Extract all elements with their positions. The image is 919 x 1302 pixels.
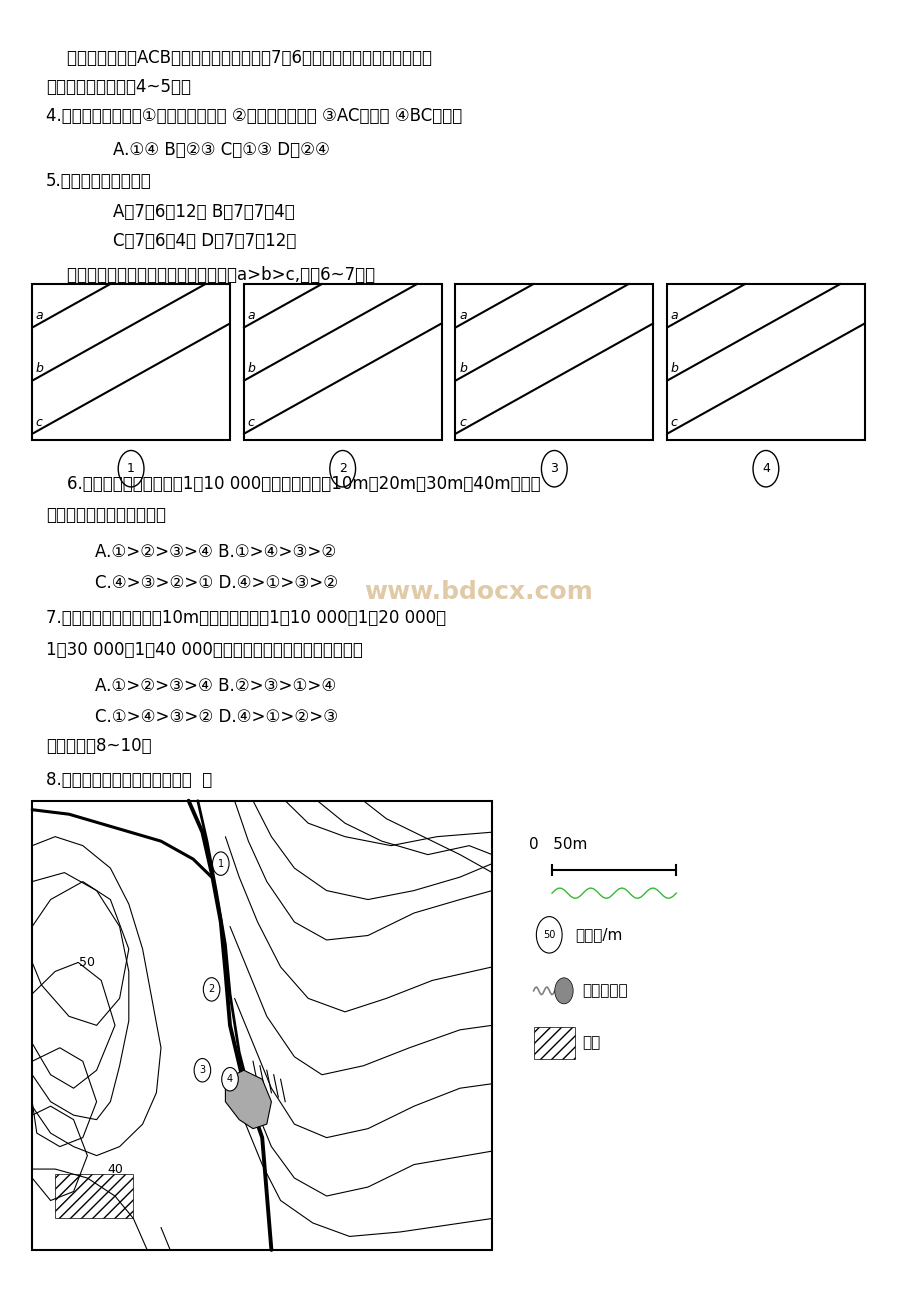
Text: b: b — [670, 362, 678, 375]
Text: A.①>②>③>④ B.②>③>①>④: A.①>②>③>④ B.②>③>①>④ — [74, 677, 335, 695]
Text: 等高线/m: 等高线/m — [574, 927, 621, 943]
Text: 聚落: 聚落 — [582, 1035, 600, 1051]
Text: 40: 40 — [107, 1163, 123, 1176]
Text: b: b — [459, 362, 467, 375]
Text: 50: 50 — [79, 956, 96, 969]
Text: 4.下列叙述正确的是①该图表示北半球 ②该图表示南半球 ③AC为晨线 ④BC为晨线: 4.下列叙述正确的是①该图表示北半球 ②该图表示南半球 ③AC为晨线 ④BC为晨… — [46, 107, 461, 125]
Text: 3: 3 — [550, 462, 558, 475]
Bar — [55, 1173, 133, 1219]
Text: 2: 2 — [338, 462, 346, 475]
Text: C．7月6日4时 D．7月7日12时: C．7月6日4时 D．7月7日12时 — [92, 232, 296, 250]
Text: a: a — [36, 310, 43, 323]
Text: 坡度由大到小的顺序是（）: 坡度由大到小的顺序是（） — [46, 506, 165, 525]
Text: A．7月6日12时 B．7月7日4时: A．7月6日12时 B．7月7日4时 — [92, 203, 294, 221]
Text: 下图为四幅等高线分布图，等高线数值a>b>c,完成6~7题。: 下图为四幅等高线分布图，等高线数值a>b>c,完成6~7题。 — [46, 266, 375, 284]
Text: A.①④ B．②③ C．①③ D．②④: A.①④ B．②③ C．①③ D．②④ — [92, 141, 330, 159]
Polygon shape — [225, 1070, 271, 1129]
Text: a: a — [459, 310, 466, 323]
Bar — [244, 284, 441, 440]
Circle shape — [194, 1059, 210, 1082]
Text: 4: 4 — [227, 1074, 233, 1085]
Circle shape — [329, 450, 355, 487]
Circle shape — [221, 1068, 238, 1091]
Circle shape — [753, 450, 778, 487]
Text: 3: 3 — [199, 1065, 205, 1075]
Text: 6.若四幅图的比例尺皆为1：10 000，等高距分别是10m、20m、30m、40m，则其: 6.若四幅图的比例尺皆为1：10 000，等高距分别是10m、20m、30m、4… — [46, 475, 540, 493]
Text: 5.此时国际标准时间是: 5.此时国际标准时间是 — [46, 172, 152, 190]
Text: 0   50m: 0 50m — [528, 837, 586, 853]
Text: 7.若四幅图的等高距都是10m，比例尺分别为1：10 000、1：20 000、: 7.若四幅图的等高距都是10m，比例尺分别为1：10 000、1：20 000、 — [46, 609, 446, 628]
Text: c: c — [670, 415, 676, 428]
Text: b: b — [247, 362, 255, 375]
Text: a: a — [247, 310, 255, 323]
Text: 1：30 000、1：40 000，则其坡度由大到小的顺序是（）: 1：30 000、1：40 000，则其坡度由大到小的顺序是（） — [46, 641, 362, 659]
Bar — [32, 284, 230, 440]
Text: 1: 1 — [127, 462, 135, 475]
Circle shape — [212, 852, 229, 875]
Bar — [666, 284, 864, 440]
Text: C.①>④>③>② D.④>①>②>③: C.①>④>③>② D.④>①>②>③ — [74, 708, 337, 727]
Bar — [533, 1027, 574, 1059]
Text: c: c — [36, 415, 42, 428]
Circle shape — [119, 450, 144, 487]
Circle shape — [203, 978, 220, 1001]
Text: 读下图回答8~10题: 读下图回答8~10题 — [46, 737, 152, 755]
Text: c: c — [459, 415, 465, 428]
Text: C.④>③>②>① D.④>①>③>②: C.④>③>②>① D.④>①>③>② — [74, 574, 337, 592]
Text: 50: 50 — [542, 930, 555, 940]
Text: 右上图中，虚线ACB表示晨昏线，阴影表示7月6日，非阴影部分与阴影部分的: 右上图中，虚线ACB表示晨昏线，阴影表示7月6日，非阴影部分与阴影部分的 — [46, 49, 432, 68]
Circle shape — [541, 450, 566, 487]
Circle shape — [536, 917, 562, 953]
Text: A.①>②>③>④ B.①>④>③>②: A.①>②>③>④ B.①>④>③>② — [74, 543, 335, 561]
Text: 1: 1 — [218, 858, 223, 868]
Text: 日期不同，据此回答4~5题。: 日期不同，据此回答4~5题。 — [46, 78, 191, 96]
Text: c: c — [247, 415, 254, 428]
Bar — [32, 801, 492, 1250]
Bar — [455, 284, 652, 440]
Text: b: b — [36, 362, 44, 375]
Text: 2: 2 — [209, 984, 214, 995]
Circle shape — [554, 978, 573, 1004]
Text: 河流、池塘: 河流、池塘 — [582, 983, 628, 999]
Text: a: a — [670, 310, 677, 323]
Text: 8.图示区域内最大高差可能为（  ）: 8.图示区域内最大高差可能为（ ） — [46, 771, 212, 789]
Text: www.bdocx.com: www.bdocx.com — [364, 581, 592, 604]
Text: 4: 4 — [761, 462, 769, 475]
